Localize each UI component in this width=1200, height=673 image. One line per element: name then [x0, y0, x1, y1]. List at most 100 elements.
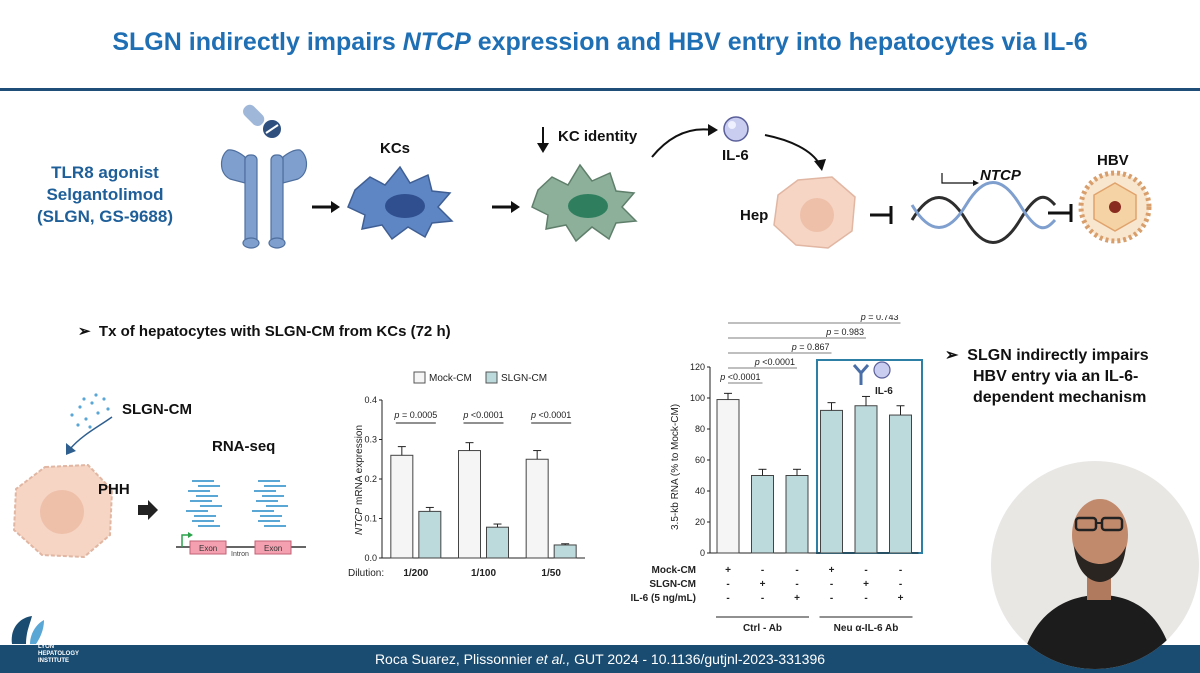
chart1-category-label: 1/50 [541, 568, 561, 579]
curved-arrow-icon [764, 134, 821, 166]
chart2-ytick-label: 0 [700, 548, 705, 558]
il6-molecule-icon [723, 116, 749, 142]
hepatocyte-icon [773, 176, 856, 249]
right-bullet-line-2: HBV entry via an IL-6- [973, 368, 1139, 385]
chart2-pvalue: p <0.0001 [719, 372, 760, 382]
down-arrow-icon [537, 127, 549, 153]
dna-icon [910, 173, 1057, 244]
legend-label-slgn: SLGN-CM [501, 373, 547, 384]
kupffer-cell-icon [347, 165, 454, 241]
agonist-label: TLR8 agonist Selgantolimod (SLGN, GS-968… [20, 162, 190, 228]
chart2-row-mark: - [761, 565, 764, 576]
chart2-row-mark: - [726, 593, 729, 604]
antibody-icon [852, 364, 870, 385]
citation-etal: et al., [536, 651, 571, 667]
bar-mock [525, 458, 549, 559]
chart2-row-mark: + [725, 565, 731, 576]
chart2-ytick-label: 120 [690, 362, 705, 372]
chart2-row-mark: - [795, 579, 798, 590]
curved-arrow-icon [651, 128, 713, 158]
hbv-rna-chart: 3.5-kb RNA (% to Mock-CM) IL-6 0 20 40 60 80… [630, 315, 923, 634]
chart2-row-mark: + [863, 579, 869, 590]
chart2-group-label: Ctrl - Ab [743, 623, 782, 634]
bar-slgn [553, 544, 577, 559]
right-bullet-line-3: dependent mechanism [973, 389, 1147, 406]
chart1-ylabel-italic: NTCP [354, 507, 365, 535]
logo-line-2: HEPATOLOGY [38, 651, 80, 657]
chart2-row-mark: - [864, 593, 867, 604]
legend-label-mock: Mock-CM [429, 373, 472, 384]
bar-slgn [418, 510, 442, 559]
chart2-row-label: SLGN-CM [649, 579, 696, 590]
curved-arrow-icon [69, 416, 113, 450]
chart2-row-mark: - [830, 579, 833, 590]
bar-hbv-rna [716, 399, 740, 554]
legend-swatch-mock [413, 371, 426, 384]
ntcp-label: NTCP [980, 167, 1021, 184]
title-text-2: expression and HBV entry into hepatocyte… [470, 28, 1088, 56]
il6-label: IL-6 [722, 147, 749, 164]
chart2-group-label: Neu α-IL-6 Ab [834, 623, 899, 634]
chart2-row-mark: - [795, 565, 798, 576]
chart2-pvalue: p = 0.743 [860, 315, 899, 322]
chart2-ytick-label: 100 [690, 393, 705, 403]
chart2-row-mark: + [794, 593, 800, 604]
chart1-xlabel: Dilution: [348, 568, 384, 579]
right-bullet-line-1: SLGN indirectly impairs [967, 347, 1149, 364]
footer-bar [0, 645, 1200, 673]
chart2-row-label: Mock-CM [652, 565, 696, 576]
arrow-icon [312, 201, 340, 213]
chart1-ylabel-rest: mRNA expression [354, 425, 365, 508]
inhibition-icon [870, 206, 893, 224]
chart2-row-mark: - [761, 593, 764, 604]
agonist-line-3: (SLGN, GS-9688) [36, 207, 174, 226]
agonist-line-1: TLR8 agonist [51, 163, 159, 182]
chart1-ytick-label: 0.0 [364, 553, 377, 563]
chart1-ylabel: NTCP mRNA expression [354, 425, 365, 535]
exon-label-1: Exon [199, 544, 217, 553]
chart1-ytick-label: 0.1 [364, 514, 377, 524]
chart2-pvalue: p = 0.983 [825, 327, 864, 337]
chart2-row-mark: - [899, 579, 902, 590]
kc-identity-label: KC identity [558, 128, 638, 145]
bar-hbv-rna [889, 414, 912, 554]
chart2-ytick-label: 40 [695, 486, 705, 496]
left-bullet-text: Tx of hepatocytes with SLGN-CM from KCs … [98, 323, 451, 340]
tlr8-receptor-icon [220, 149, 308, 249]
chart1-ytick-label: 0.2 [364, 474, 377, 484]
rnaseq-label: RNA-seq [212, 438, 276, 455]
pill-icon [243, 104, 281, 138]
experiment-schematic: Exon Intron Exon [12, 393, 306, 559]
inhibition-icon [1048, 204, 1073, 222]
slide-title: SLGN indirectly impairs NTCP expression … [0, 28, 1200, 57]
arrow-icon [492, 201, 520, 213]
bar-hbv-rna [854, 405, 878, 554]
hbv-label: HBV [1097, 152, 1129, 169]
title-text-ntcp: NTCP [402, 28, 471, 56]
bar-mock [458, 450, 481, 559]
citation-authors: Roca Suarez, Plissonnier [374, 651, 537, 667]
chart1-pvalue: p <0.0001 [462, 410, 503, 420]
logo-text: LYON HEPATOLOGY INSTITUTE [38, 644, 79, 665]
citation-journal: GUT 2024 - 10.1136/gutjnl-2023-331396 [570, 651, 826, 667]
chart1-pvalue: p <0.0001 [530, 410, 571, 420]
speaker-webcam [991, 461, 1199, 669]
logo-line-1: LYON [38, 644, 55, 650]
hbv-virus-icon [1078, 170, 1152, 244]
phh-label: PHH [98, 481, 130, 498]
title-divider [0, 88, 1200, 91]
citation: Roca Suarez, Plissonnier et al., GUT 202… [0, 651, 1200, 667]
chart2-ytick-label: 60 [695, 455, 705, 465]
chart2-row-mark: - [899, 565, 902, 576]
pathway-diagram [220, 104, 1152, 249]
bar-hbv-rna [820, 409, 843, 554]
agonist-line-2: Selgantolimod [46, 185, 164, 204]
lyon-hepatology-logo-icon [11, 616, 44, 644]
dots-icon [70, 393, 110, 429]
title-text-1: SLGN indirectly impairs [112, 28, 403, 56]
chart1-ytick-label: 0.4 [364, 395, 377, 405]
chart2-row-mark: + [898, 593, 904, 604]
bar-slgn [486, 526, 509, 559]
phh-cell-icon [12, 463, 114, 559]
chart1-category-label: 1/100 [471, 568, 496, 579]
